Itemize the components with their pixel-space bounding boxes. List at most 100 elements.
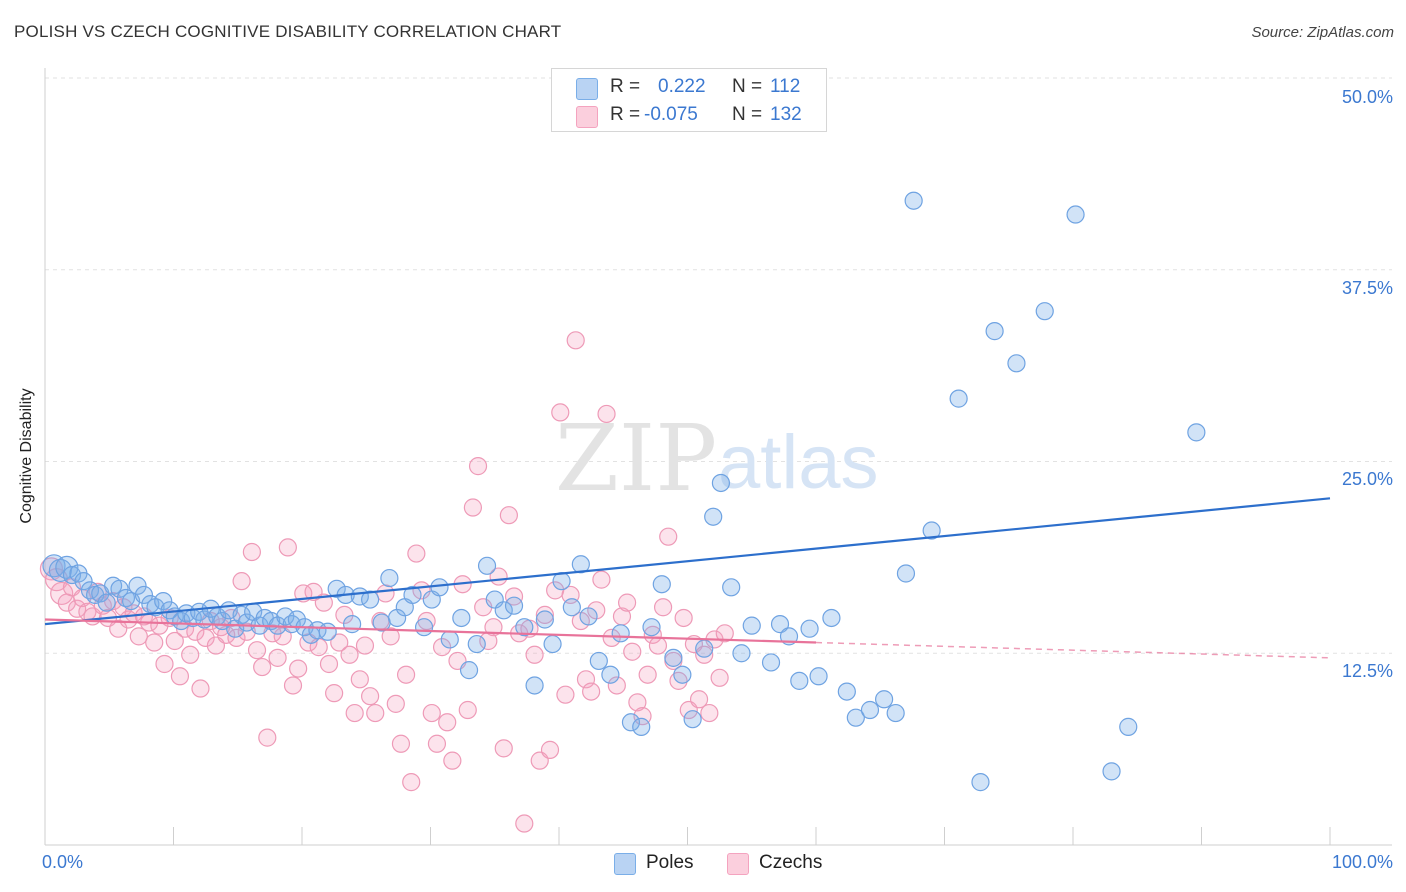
poles-point: [515, 618, 534, 637]
poles-point: [742, 616, 761, 635]
legend-r-value: 0.222: [658, 76, 706, 97]
poles-point: [770, 615, 790, 634]
czechs-point: [484, 618, 503, 637]
czechs-point: [150, 616, 169, 635]
poles-point: [42, 554, 66, 578]
czechs-point: [381, 627, 400, 646]
czechs-point: [556, 685, 575, 704]
legend-row-czechs: R = -0.075 N = 132: [552, 101, 826, 129]
poles-point: [562, 598, 581, 617]
poles-point: [846, 708, 865, 727]
poles-point: [971, 773, 990, 792]
poles-point: [673, 665, 692, 684]
czechs-point: [607, 676, 626, 695]
czechs-point: [376, 584, 395, 603]
czechs-point: [325, 684, 344, 703]
czechs-point: [540, 740, 560, 759]
poles-point: [440, 630, 459, 649]
czechs-point: [407, 544, 426, 563]
poles-point: [467, 634, 486, 654]
poles-point: [761, 653, 781, 672]
bottom-legend-swatch-czechs: [727, 853, 749, 875]
czechs-point: [695, 645, 714, 664]
czechs-point: [335, 605, 354, 625]
czechs-point: [653, 598, 673, 617]
poles-point: [652, 575, 671, 594]
legend-r-value: -0.075: [644, 104, 698, 125]
czechs-point: [715, 624, 734, 643]
czechs-point: [355, 636, 375, 655]
y-tick-12-5: 12.5%: [1341, 661, 1393, 681]
legend-swatch-poles: [576, 78, 598, 100]
poles-point: [704, 507, 723, 526]
czechs-point: [443, 751, 462, 770]
y-axis-label: Cognitive Disability: [18, 388, 35, 524]
czechs-point: [109, 619, 128, 638]
poles-point: [452, 608, 471, 628]
legend-n-value: 112: [770, 76, 801, 97]
czechs-point: [638, 665, 657, 684]
poles-point: [543, 634, 562, 654]
y-tick-50: 50.0%: [1341, 87, 1393, 107]
poles-point: [1187, 423, 1206, 442]
poles-point: [822, 608, 841, 628]
czechs-point: [391, 734, 411, 753]
legend-n-label: N =: [732, 76, 763, 97]
czechs-point: [68, 599, 87, 618]
czechs-point: [710, 668, 729, 687]
poles-point: [922, 521, 941, 540]
czechs-point: [689, 690, 709, 709]
poles-point: [621, 713, 641, 732]
poles-point: [732, 644, 751, 663]
poles-point: [837, 682, 856, 701]
legend-r-label: R =: [610, 104, 641, 125]
czechs-point: [314, 593, 333, 612]
poles-point: [74, 572, 93, 591]
poles-point: [380, 568, 399, 588]
poles-point: [48, 558, 73, 583]
poles-point: [664, 648, 683, 667]
poles-point: [430, 578, 449, 597]
chart-title: POLISH VS CZECH COGNITIVE DISABILITY COR…: [14, 22, 562, 41]
czechs-point: [268, 648, 287, 667]
czechs-point: [319, 654, 339, 674]
czechs-point: [597, 404, 616, 424]
poles-point: [1035, 302, 1054, 321]
czechs-point: [648, 636, 668, 655]
bottom-legend-label-czechs: Czechs: [759, 852, 823, 873]
czechs-regression-extension: [815, 641, 1331, 659]
czechs-point: [50, 581, 74, 606]
czechs-point: [283, 676, 303, 695]
poles-point: [571, 555, 590, 574]
czechs-point: [361, 687, 380, 706]
poles-point: [110, 579, 129, 598]
poles-point: [318, 622, 337, 641]
y-tick-25: 25.0%: [1341, 469, 1393, 489]
czechs-point: [227, 628, 246, 648]
poles-point: [642, 618, 661, 637]
czechs-point: [432, 638, 452, 657]
poles-point: [904, 191, 923, 210]
poles-point: [477, 556, 497, 575]
poles-point: [504, 596, 524, 615]
poles-point: [611, 624, 630, 643]
poles-point: [459, 661, 479, 680]
czechs-point: [494, 739, 513, 758]
czechs-point: [145, 633, 164, 652]
czechs-point: [422, 703, 441, 723]
poles-point: [1119, 717, 1138, 736]
poles-point: [985, 322, 1004, 341]
czechs-point: [196, 628, 215, 648]
poles-point: [601, 665, 620, 684]
czechs-point: [350, 670, 369, 689]
czechs-point: [499, 506, 518, 525]
poles-point: [343, 615, 362, 634]
watermark-atlas: atlas: [718, 420, 879, 505]
legend-row-poles: R = 0.222 N = 112: [552, 73, 826, 101]
czechs-point: [170, 667, 190, 686]
czechs-point: [258, 728, 277, 747]
poles-point: [896, 564, 916, 583]
poles-point: [949, 389, 968, 408]
poles-point: [683, 710, 702, 729]
watermark: ZIP atlas: [555, 405, 879, 512]
